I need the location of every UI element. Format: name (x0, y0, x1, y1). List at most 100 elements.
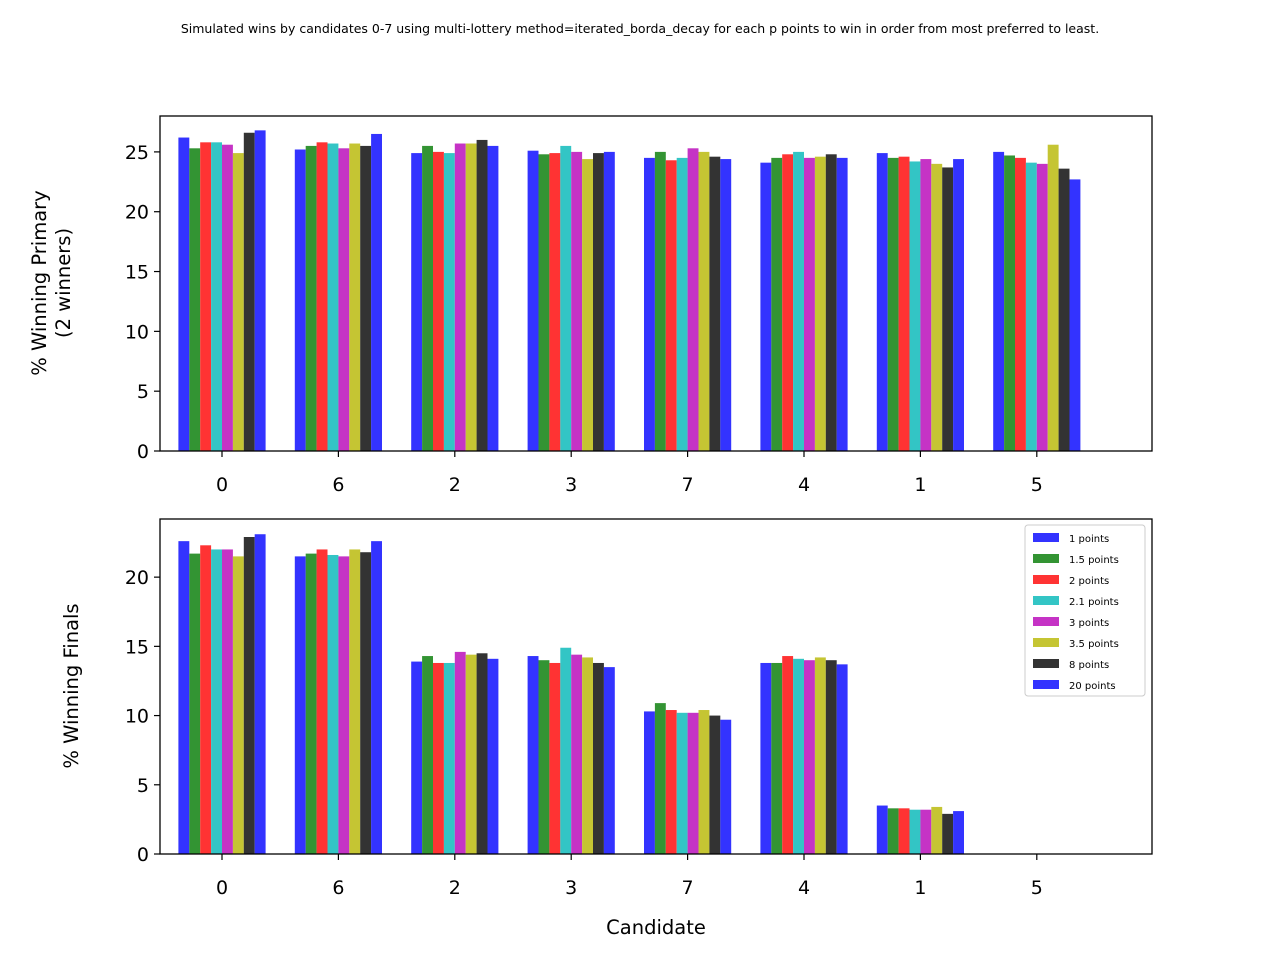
bar-5-series-6 (1058, 168, 1070, 451)
bar-7-series-4 (687, 712, 699, 854)
bar-1-series-6 (942, 167, 954, 451)
bar-2-series-5 (465, 654, 477, 854)
bar-6-series-4 (338, 148, 350, 452)
y-tick-label: 5 (137, 775, 149, 797)
bars-group (178, 130, 1081, 452)
bar-3-series-1 (538, 154, 550, 452)
bar-5-series-4 (1036, 163, 1048, 452)
bar-2-series-6 (476, 653, 488, 854)
bar-2-series-3 (443, 662, 455, 854)
bar-4-series-5 (814, 657, 826, 854)
y-tick-label: 0 (137, 441, 149, 463)
x-tick-label: 3 (565, 474, 577, 496)
legend-label-2: 2 points (1069, 576, 1109, 587)
bar-6-series-3 (327, 143, 339, 451)
bar-6-series-7 (371, 133, 382, 451)
bar-7-series-0 (644, 157, 655, 452)
bar-6-series-0 (294, 556, 306, 854)
x-tick-label: 6 (332, 474, 344, 496)
legend-label-0: 1 points (1069, 534, 1109, 545)
bar-5-series-2 (1015, 157, 1026, 452)
legend-swatch-7 (1033, 680, 1059, 689)
legend-swatch-2 (1033, 575, 1059, 584)
x-tick-label: 7 (682, 474, 694, 496)
bar-3-series-2 (549, 662, 561, 854)
y-axis-label-line: % Winning Primary (28, 190, 51, 375)
x-tick-label: 3 (565, 877, 577, 899)
bar-5-series-1 (1004, 155, 1015, 452)
bar-2-series-4 (454, 143, 466, 451)
bar-6-series-3 (327, 554, 339, 854)
bar-1-series-7 (953, 159, 964, 451)
bar-0-series-4 (222, 549, 233, 854)
bars-group (178, 534, 964, 854)
bar-1-series-0 (876, 805, 888, 854)
bar-5-series-5 (1047, 144, 1059, 451)
bar-7-series-6 (709, 715, 721, 854)
bar-7-series-1 (654, 703, 666, 854)
bar-6-series-0 (294, 149, 306, 451)
x-tick-label: 1 (914, 877, 926, 899)
bar-0-series-5 (232, 556, 244, 854)
y-tick-label: 25 (125, 142, 149, 164)
bar-1-series-4 (920, 159, 932, 451)
bar-0-series-5 (232, 153, 244, 451)
bar-0-series-0 (178, 541, 190, 854)
legend-label-6: 8 points (1069, 660, 1109, 671)
bar-3-series-3 (560, 145, 572, 451)
bar-6-series-2 (316, 142, 328, 451)
bar-0-series-1 (189, 553, 201, 854)
bar-2-series-2 (433, 151, 444, 451)
x-tick-label: 4 (798, 474, 810, 496)
bar-2-series-1 (422, 656, 433, 854)
bar-0-series-2 (200, 142, 212, 451)
bar-4-series-7 (836, 157, 848, 452)
bar-6-series-2 (316, 549, 328, 854)
legend-swatch-5 (1033, 638, 1059, 647)
bar-1-series-1 (887, 157, 899, 452)
bar-3-series-5 (582, 159, 593, 451)
bar-7-series-3 (676, 157, 688, 452)
y-tick-label: 20 (125, 202, 149, 224)
bar-3-series-0 (527, 150, 539, 451)
y-axis-label: % Winning Finals (60, 603, 83, 768)
legend-swatch-3 (1033, 596, 1059, 605)
bar-3-series-4 (571, 654, 583, 854)
bar-0-series-4 (222, 144, 233, 451)
bar-0-series-0 (178, 137, 190, 452)
bar-2-series-2 (433, 662, 444, 854)
bar-2-series-0 (411, 661, 423, 854)
bar-7-series-2 (665, 710, 677, 854)
bar-1-series-5 (931, 806, 943, 854)
bar-1-series-0 (876, 153, 888, 451)
x-tick-label: 7 (682, 877, 694, 899)
bar-3-series-6 (593, 153, 604, 451)
bar-3-series-6 (593, 662, 604, 854)
bar-6-series-6 (360, 552, 372, 854)
bar-0-series-6 (243, 132, 255, 451)
y-axis-label: % Winning Primary(2 winners) (28, 190, 75, 375)
legend-label-3: 2.1 points (1069, 597, 1119, 608)
bar-2-series-7 (487, 145, 499, 451)
x-tick-label: 2 (449, 877, 461, 899)
bar-3-series-3 (560, 647, 572, 854)
y-tick-label: 15 (125, 262, 149, 284)
bar-2-series-4 (454, 651, 466, 854)
bar-1-series-3 (909, 809, 921, 854)
bar-4-series-6 (825, 154, 837, 452)
bar-4-series-1 (771, 662, 783, 854)
x-tick-label: 5 (1031, 877, 1043, 899)
bar-0-series-6 (243, 537, 255, 854)
bar-7-series-3 (676, 712, 688, 854)
plot-frame (159, 115, 1153, 452)
y-tick-label: 10 (125, 706, 149, 728)
legend-swatch-6 (1033, 659, 1059, 668)
bar-2-series-7 (487, 658, 499, 854)
x-tick-label: 6 (332, 877, 344, 899)
bar-1-series-3 (909, 161, 921, 451)
